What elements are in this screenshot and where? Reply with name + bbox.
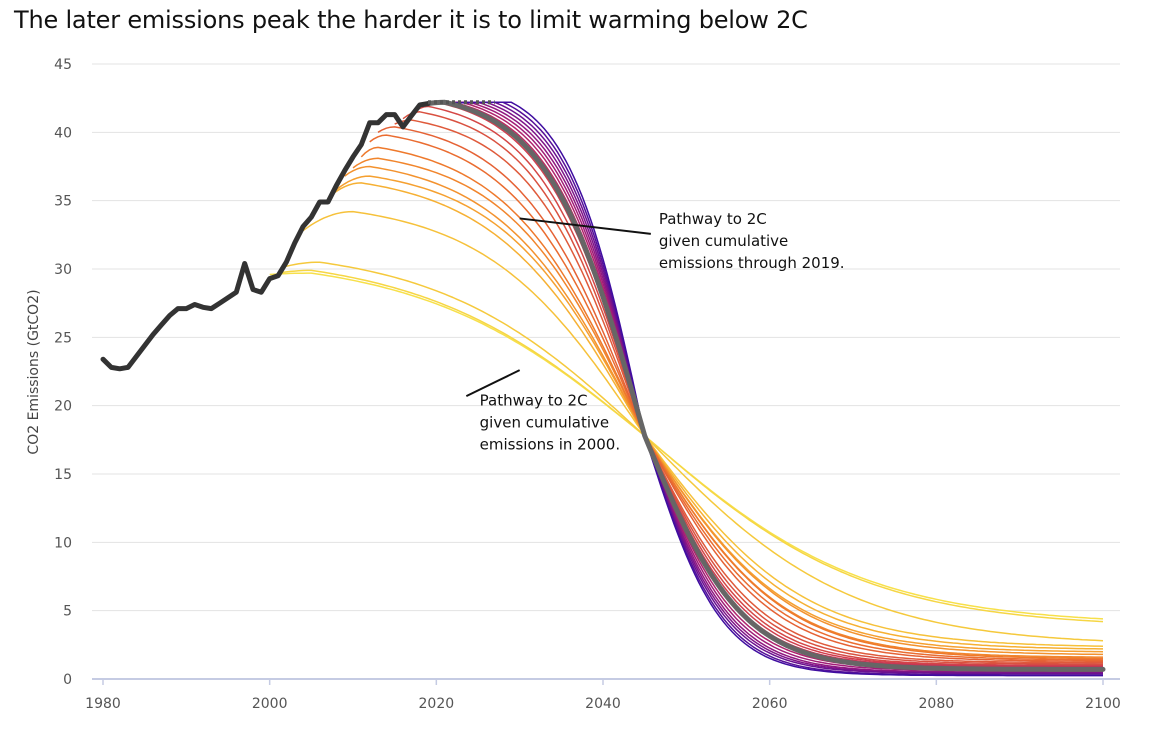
historical-series bbox=[100, 100, 495, 372]
gridlines bbox=[92, 63, 1120, 680]
pathway-line bbox=[344, 165, 1103, 656]
y-tick-label: 5 bbox=[63, 604, 72, 620]
annotations: Pathway to 2C given cumulative emissions t… bbox=[465, 210, 845, 454]
y-tick-label: 15 bbox=[54, 467, 72, 483]
x-tick-label: 2000 bbox=[252, 696, 288, 712]
y-axis-ticks: 0 5 10 15 20 25 30 35 40 45 bbox=[54, 57, 72, 688]
pathway-line bbox=[369, 134, 1104, 661]
x-tick-label: 2100 bbox=[1085, 696, 1121, 712]
y-tick-label: 30 bbox=[54, 262, 72, 278]
pathway-line bbox=[402, 111, 1103, 665]
pathway-line bbox=[427, 101, 1103, 677]
y-tick-label: 40 bbox=[54, 125, 72, 141]
y-tick-label: 20 bbox=[54, 399, 72, 415]
annotation-text-line: given cumulative bbox=[480, 414, 609, 432]
pathway-line bbox=[360, 146, 1103, 660]
pathway-line bbox=[427, 101, 1104, 674]
pathway-line bbox=[327, 182, 1103, 650]
annotation-leader-line bbox=[519, 217, 651, 235]
y-tick-label: 25 bbox=[54, 330, 72, 346]
pathway-lines bbox=[269, 101, 1104, 677]
highlight-pathway bbox=[425, 99, 1106, 672]
pathway-line bbox=[302, 210, 1104, 647]
chart-title: The later emissions peak the harder it i… bbox=[14, 6, 808, 34]
x-axis-ticks: 1980 2000 2020 2040 2060 2080 2100 bbox=[85, 679, 1121, 712]
x-tick-label: 2080 bbox=[919, 696, 955, 712]
annotation-leader-line bbox=[465, 369, 521, 397]
pathway-line bbox=[394, 119, 1103, 664]
pathway-line bbox=[410, 105, 1103, 667]
y-tick-label: 45 bbox=[54, 57, 72, 73]
pathway-line bbox=[269, 272, 1104, 620]
y-tick-label: 10 bbox=[54, 535, 72, 551]
pathway-line bbox=[377, 126, 1103, 662]
pathway-line bbox=[277, 269, 1104, 623]
x-tick-label: 1980 bbox=[85, 696, 121, 712]
annotation-text-line: emissions through 2019. bbox=[659, 254, 845, 272]
historical-line bbox=[100, 101, 431, 372]
pathway-line bbox=[427, 101, 1103, 668]
y-axis-title: CO2 Emissions (GtCO2) bbox=[26, 289, 42, 454]
pathway-line bbox=[427, 101, 1103, 675]
x-tick-label: 2040 bbox=[585, 696, 621, 712]
y-tick-label: 0 bbox=[63, 672, 72, 688]
annotation-text-line: Pathway to 2C bbox=[480, 392, 588, 410]
highlight-pathway-line bbox=[425, 99, 1106, 672]
annotation-text-line: given cumulative bbox=[659, 232, 788, 250]
pathway-line bbox=[427, 101, 1103, 669]
annotation-text-line: Pathway to 2C bbox=[659, 210, 767, 228]
pathway-line bbox=[419, 101, 1103, 667]
pathway-line bbox=[427, 101, 1103, 676]
x-tick-label: 2020 bbox=[419, 696, 455, 712]
pathway-line bbox=[286, 261, 1104, 642]
annotation-text-line: emissions in 2000. bbox=[480, 436, 620, 454]
x-tick-label: 2060 bbox=[752, 696, 788, 712]
pathway-line bbox=[335, 175, 1104, 653]
y-tick-label: 35 bbox=[54, 194, 72, 210]
